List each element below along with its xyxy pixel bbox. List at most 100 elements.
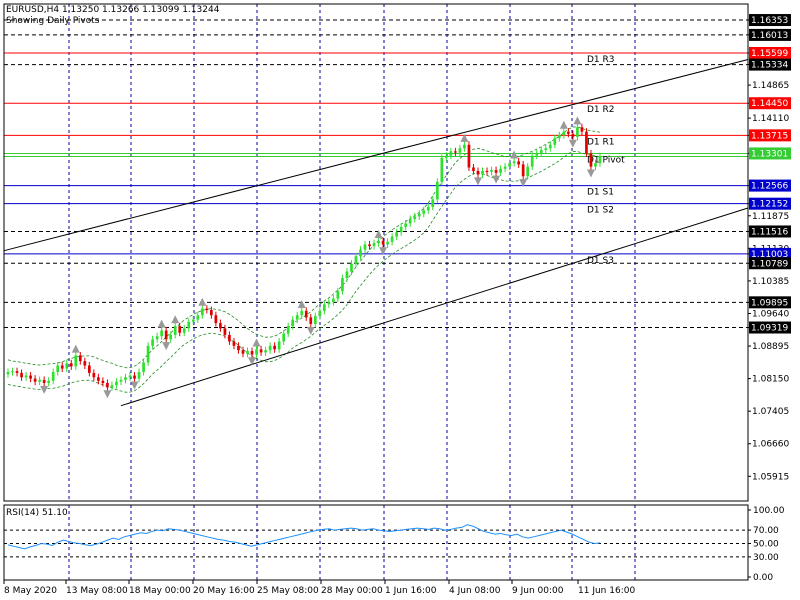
upper-band-line [7,126,601,369]
candle-body [110,385,114,388]
x-tick-label: 11 Jun 16:00 [578,586,635,596]
candle-body [585,131,588,154]
y-tick-label: 1.08150 [752,375,789,385]
candle-body [210,309,213,316]
candle-body [404,223,408,227]
candle-body [313,316,317,324]
symbol-header: EURUSD,H4 1.13250 1.13266 1.13099 1.1324… [6,5,220,15]
candle-body [535,153,539,156]
candle-body [15,371,19,373]
y-tick-highlight [749,247,791,260]
main-panel-frame [3,3,749,502]
fractal-up-marker [198,297,207,306]
rsi-tick-label: 50.00 [753,540,779,550]
y-tick-highlight [749,58,791,71]
candle-body [499,168,502,173]
candle-body [345,271,349,279]
candle-body [548,144,552,149]
grid-layer [68,4,636,580]
candle-body [106,382,109,388]
fractal-up-marker [559,120,568,129]
fractal-up-marker [297,299,306,308]
pivot-levels-layer: D1 R3 D1 R2 D1 R1 D1 Pivot D1 S1 D1 S2 D1 S3 [4,19,748,329]
candle-body [463,144,466,149]
candle-body [219,323,222,329]
fractal-up-marker [171,315,180,324]
y-tick-highlight [749,197,791,210]
fractal-down-marker [306,326,315,335]
candle-body [205,308,209,310]
candle-body [598,156,602,164]
candle-body [56,365,60,373]
candle-body [327,302,331,305]
candle-body [241,350,245,354]
fractal-down-marker [473,177,482,186]
candle-body [476,170,480,175]
y-tick-label: 1.11516 [751,227,788,237]
fractal-up-marker [71,344,80,353]
candle-body [336,291,340,299]
fractal-down-marker [40,385,49,394]
candle-body [372,243,376,247]
fractal-down-marker [379,247,388,256]
candle-body [576,127,579,137]
candle-body [178,326,182,333]
y-tick-highlight [749,129,791,142]
candle-body [490,170,493,172]
y-tick-highlight [749,225,791,238]
candle-body [24,375,28,378]
candle-body [431,199,435,207]
x-tick-label: 8 May 2020 [4,586,57,596]
candle-body [232,341,236,346]
fractal-up-marker [460,133,469,142]
candle-body [526,166,530,177]
candle-body [97,377,100,381]
candle-body [449,151,453,156]
candle-body [119,379,123,382]
fractals-layer [40,116,595,399]
candle-body [6,372,10,375]
candle-body [11,371,14,373]
candle-body [142,362,145,373]
x-tick-label: 20 May 16:00 [193,586,255,596]
candle-body [377,240,380,244]
pivot-level-label: D1 R1 [587,137,615,147]
candle-body [169,334,173,340]
candle-body [51,372,55,381]
candle-body [115,381,118,386]
candle-body [286,326,290,334]
fractal-up-marker [573,116,582,125]
candle-body [160,330,164,337]
candle-body [580,127,584,132]
candle-body [196,315,200,320]
candle-body [264,350,267,353]
y-tick-label: 1.14110 [752,114,789,124]
fractal-up-marker [510,150,519,159]
candle-body [508,163,511,167]
candle-body [309,317,313,324]
candle-body [42,379,46,383]
y-tick-label: 1.10789 [751,259,788,269]
lower-band-line [7,151,601,393]
y-tick-label: 1.14865 [752,81,789,91]
y-tick-label: 1.14450 [751,99,788,109]
candle-body [467,144,471,168]
x-tick-label: 1 Jun 16:00 [385,586,437,596]
candle-body [69,363,73,367]
rsi-tick-label: 70.00 [753,526,779,536]
pivot-level-label: D1 S3 [587,256,614,266]
candle-body [164,330,168,340]
candle-body [87,365,91,373]
candle-body [60,365,64,369]
fractal-up-marker [252,338,261,347]
y-tick-label: 1.09640 [752,309,789,319]
candle-body [399,226,403,233]
candle-body [200,308,204,316]
candle-body [435,181,439,200]
candle-body [187,321,191,329]
y-tick-highlight [749,321,791,334]
pivot-level-label: D1 R3 [587,55,615,65]
candle-body [151,339,154,346]
candle-body [444,155,448,158]
